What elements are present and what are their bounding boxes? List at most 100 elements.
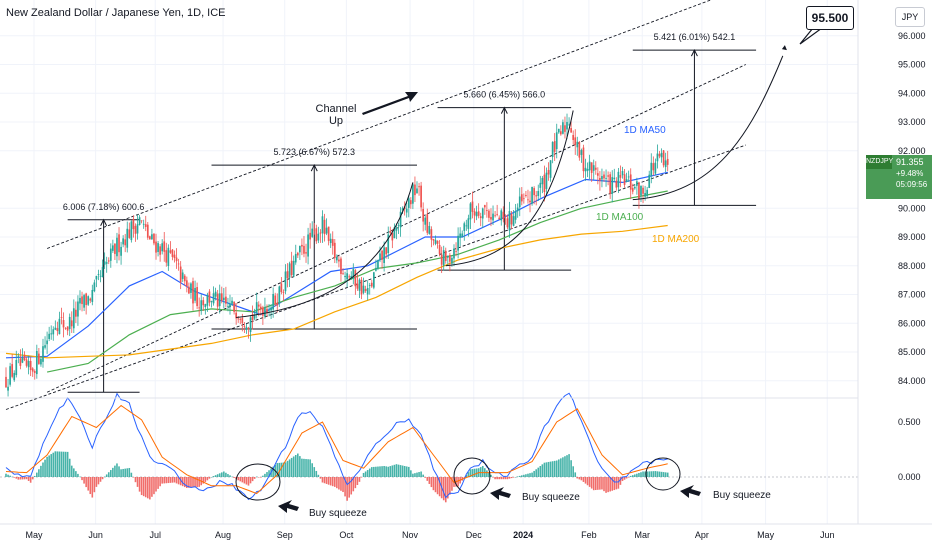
macd-hist-bar [183, 477, 186, 488]
candle-body [175, 257, 178, 262]
currency-label[interactable]: JPY [895, 7, 925, 27]
candle-body [288, 263, 291, 278]
macd-hist-bar [105, 474, 108, 477]
macd-hist-bar [562, 457, 564, 477]
macd-hist-bar [525, 474, 527, 477]
macd-hist-bar [155, 477, 157, 492]
candle-body [309, 232, 311, 240]
macd-hist-bar [416, 472, 418, 477]
x-tick-label: Mar [635, 530, 651, 540]
y-tick-label: 85.000 [898, 347, 926, 357]
macd-hist-bar [551, 461, 554, 477]
candle-body [249, 317, 252, 333]
macd-hist-bar [9, 475, 11, 477]
candle-body [89, 298, 92, 301]
squeeze-arrow [490, 487, 511, 500]
macd-hist-bar [405, 466, 408, 477]
candle-body [149, 236, 151, 240]
macd-hist-bar [288, 459, 291, 477]
macd-hist-bar [375, 466, 377, 477]
squeeze-arrow [278, 500, 299, 513]
macd-hist-bar [153, 477, 155, 495]
macd-hist-bar [292, 456, 295, 477]
macd-hist-bar [451, 477, 453, 491]
macd-hist-bar [122, 468, 124, 477]
candle-body [451, 257, 453, 264]
macd-hist-bar [442, 477, 445, 501]
candle-body [584, 167, 587, 172]
y-tick-label: 96.000 [898, 31, 926, 41]
candle-body [603, 174, 605, 179]
macd-hist-bar [151, 477, 153, 497]
candle-body [518, 196, 521, 208]
macd-hist-bar [615, 477, 618, 490]
macd-hist-bar [255, 476, 258, 478]
macd-hist-bar [253, 477, 256, 479]
candle-body [547, 169, 550, 175]
candle-body [492, 213, 494, 221]
candle-body [488, 210, 490, 218]
macd-hist-bar [40, 465, 42, 477]
candle-body [465, 225, 468, 227]
macd-hist-bar [260, 477, 262, 478]
candle-body [208, 291, 211, 303]
macd-hist-bar [438, 477, 441, 497]
candle-body [409, 200, 412, 205]
candle-body [50, 333, 53, 335]
candle-body [161, 243, 164, 252]
macd-hist-bar [533, 470, 535, 477]
macd-hist-bar [93, 477, 96, 493]
buy-squeeze-label: Buy squeeze [713, 490, 771, 501]
candle-body [72, 308, 75, 329]
candle-body [305, 252, 307, 254]
candle-body [99, 275, 102, 277]
macd-hist-bar [268, 470, 270, 477]
macd-hist-bar [467, 472, 470, 477]
y-tick-label: 86.000 [898, 318, 926, 328]
macd-hist-bar [11, 476, 13, 478]
candle-body [551, 142, 554, 158]
candle-body [664, 160, 667, 168]
macd-hist-bar [130, 472, 133, 477]
macd-hist-bar [418, 472, 420, 477]
candle-body [533, 188, 535, 196]
candle-body [607, 175, 609, 177]
macd-hist-bar [280, 462, 283, 477]
candle-body [101, 266, 104, 278]
candle-body [245, 327, 248, 330]
candle-body [582, 147, 585, 172]
fractal-arc-2 [445, 110, 574, 267]
y-tick-label: 88.000 [898, 261, 926, 271]
channel-arrow [362, 92, 418, 115]
candle-body [621, 171, 624, 176]
macd-hist-bar [190, 477, 192, 488]
macd-hist-bar [223, 471, 225, 477]
candle-body [85, 293, 87, 306]
x-tick-label: Sep [277, 530, 293, 540]
macd-hist-bar [301, 458, 303, 477]
macd-hist-bar [473, 468, 476, 477]
macd-hist-bar [331, 477, 334, 487]
macd-hist-bar [426, 477, 429, 481]
candle-body [325, 227, 328, 234]
candle-body [631, 187, 634, 192]
candle-body [239, 318, 242, 320]
candle-body [62, 320, 65, 328]
macd-hist-bar [309, 459, 311, 477]
macd-hist-bar [360, 477, 363, 478]
macd-hist-bar [434, 477, 437, 493]
candle-body [354, 270, 357, 287]
macd-hist-bar [171, 477, 174, 483]
macd-hist-bar [447, 477, 449, 499]
candle-body [237, 318, 240, 320]
macd-hist-bar [494, 477, 496, 480]
macd-hist-bar [194, 477, 196, 488]
candle-body [58, 318, 61, 335]
candle-body [346, 273, 348, 280]
macd-hist-bar [206, 477, 209, 481]
macd-hist-bar [457, 477, 459, 487]
candle-body [128, 229, 131, 238]
candles [5, 113, 669, 397]
candle-body [17, 356, 20, 358]
